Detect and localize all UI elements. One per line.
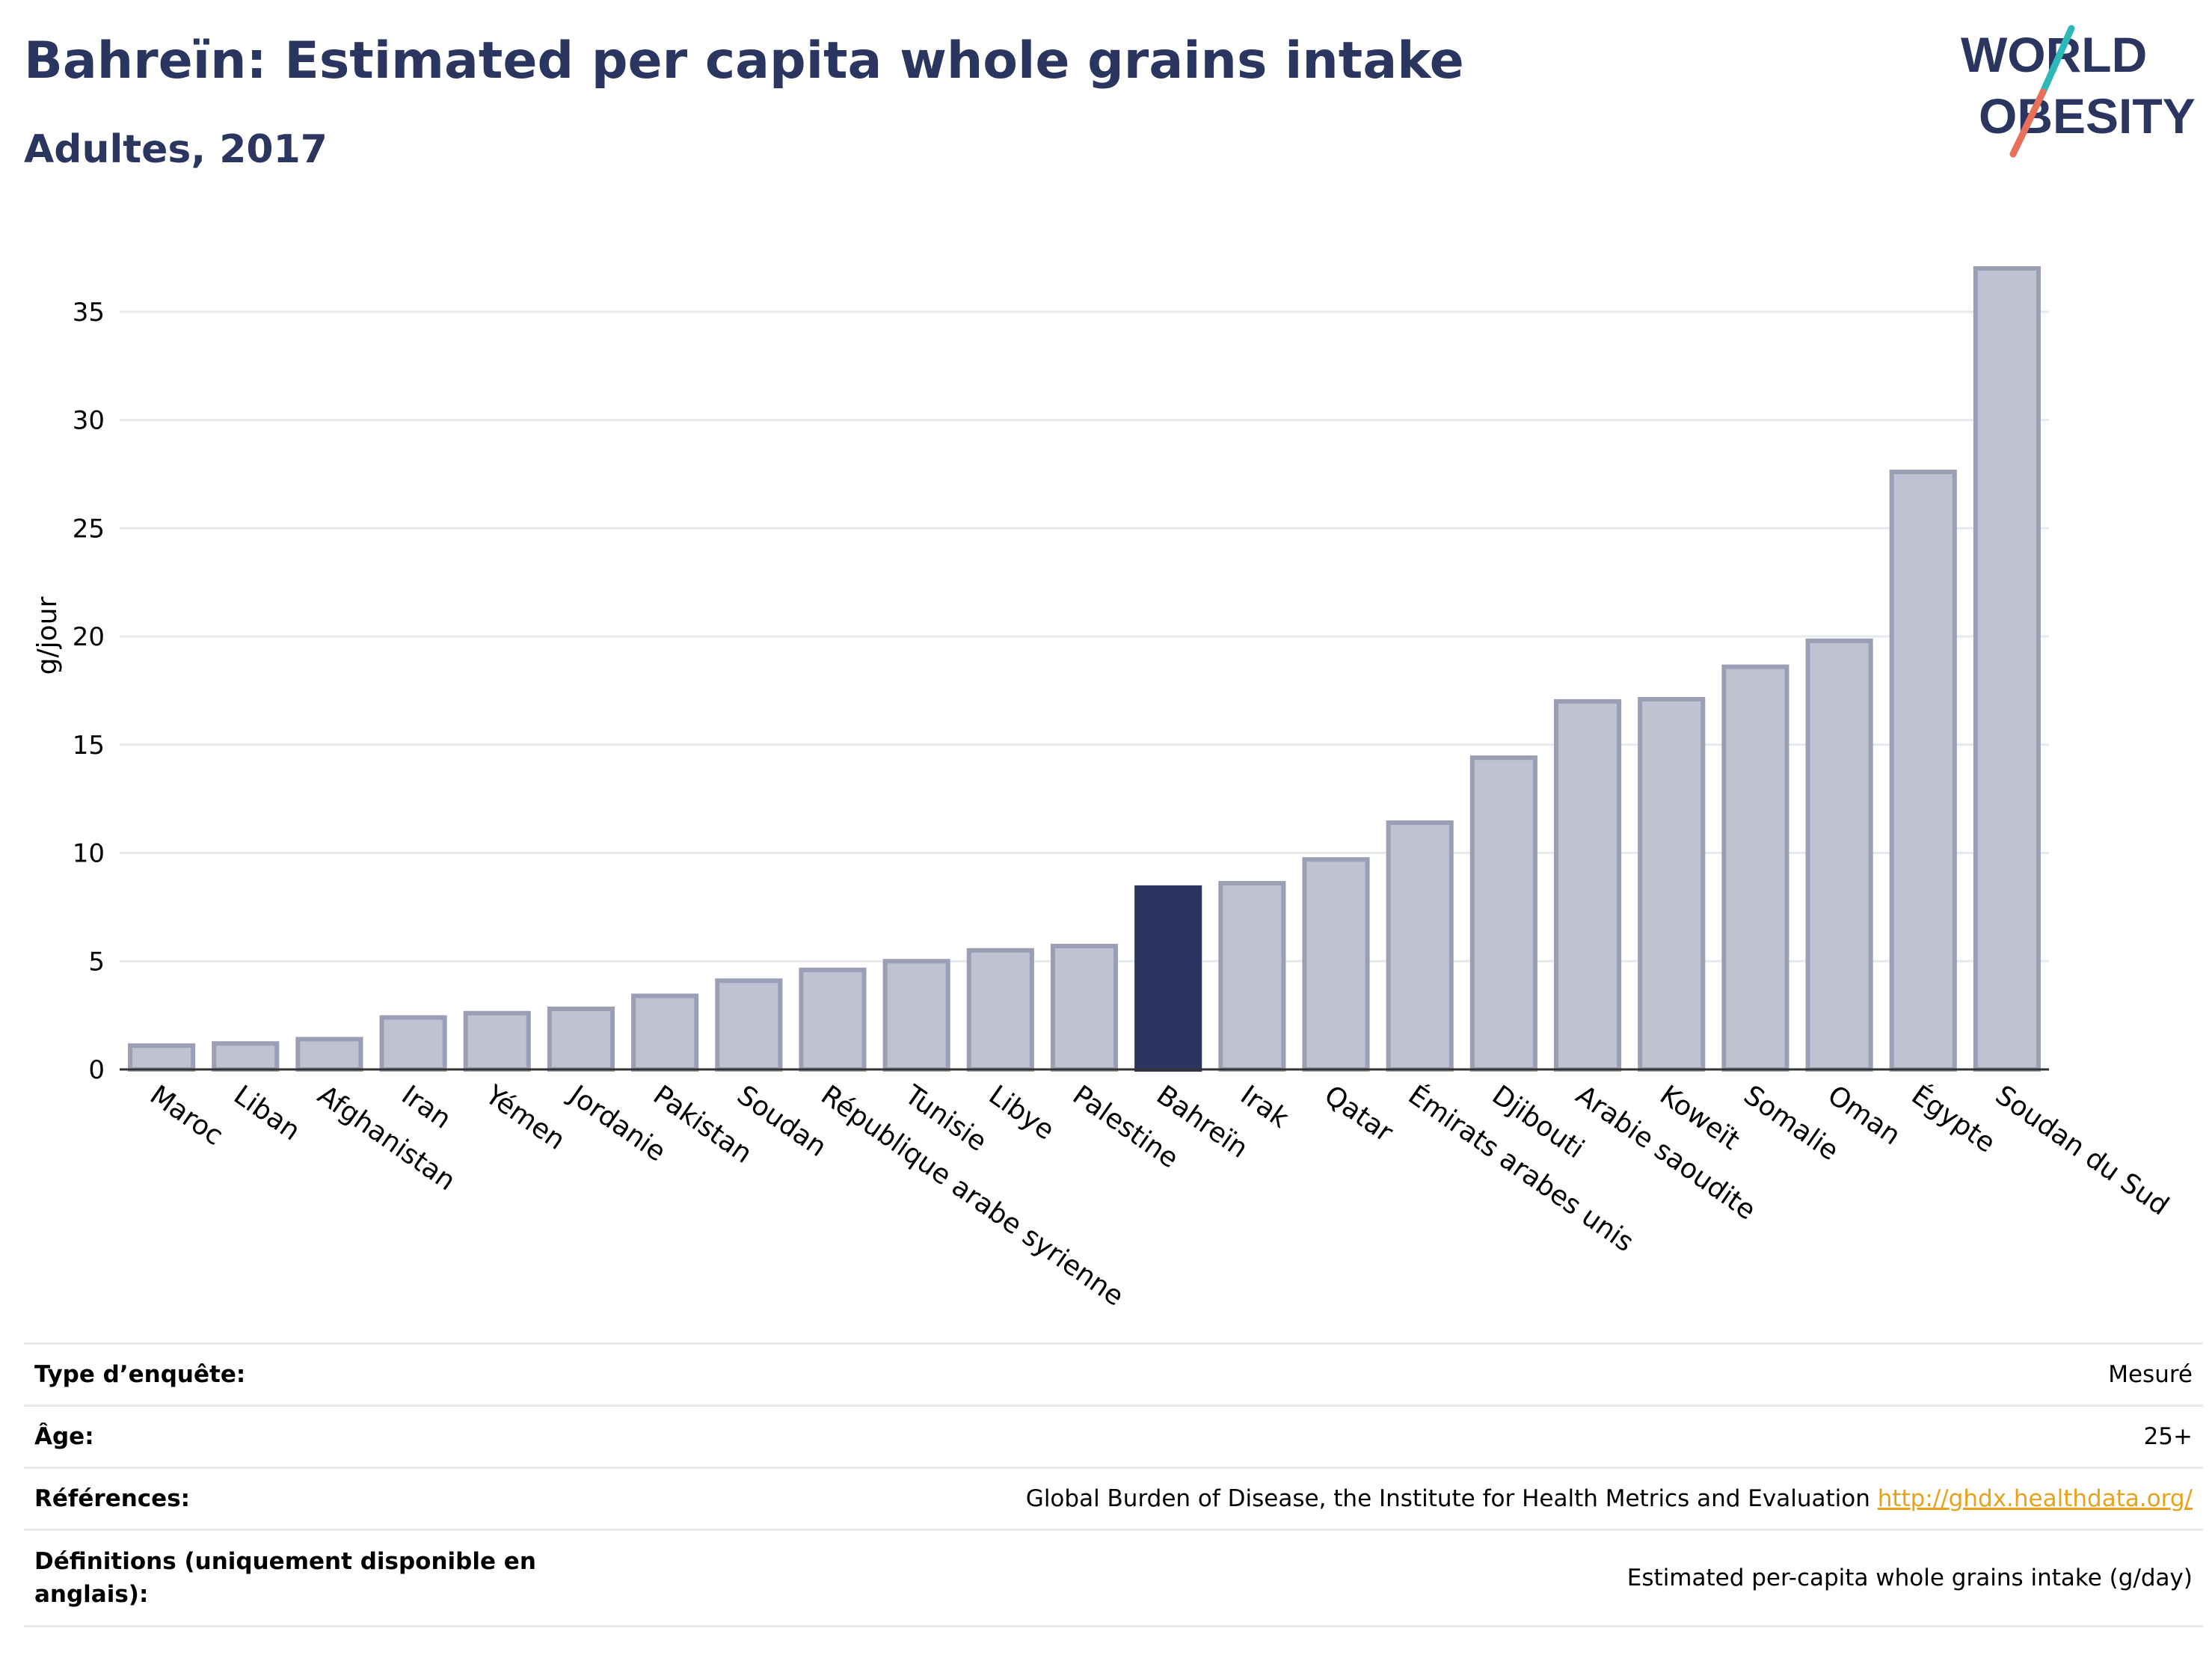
info-value: Estimated per-capita whole grains intake… xyxy=(553,1529,2203,1627)
chart-title: Bahreïn: Estimated per capita whole grai… xyxy=(24,31,1464,90)
info-row-definitions: Définitions (uniquement disponible en an… xyxy=(24,1529,2203,1627)
x-tick-label: Irak xyxy=(1235,1080,1294,1134)
bar-jordanie[interactable] xyxy=(547,1006,615,1072)
bar-afghanistan[interactable] xyxy=(295,1037,363,1072)
bar-qatar[interactable] xyxy=(1302,857,1370,1072)
bar-irak[interactable] xyxy=(1218,881,1286,1072)
y-tick-label: 15 xyxy=(73,731,105,761)
bar-somalie[interactable] xyxy=(1721,664,1789,1072)
info-value: Mesuré xyxy=(553,1342,2203,1406)
x-tick-label: Iran xyxy=(396,1080,456,1135)
bar-maroc[interactable] xyxy=(128,1043,196,1072)
info-row-survey-type: Type d’enquête: Mesuré xyxy=(24,1342,2203,1406)
y-tick-label: 25 xyxy=(73,514,105,544)
bar-liban[interactable] xyxy=(212,1041,280,1072)
info-key: Références: xyxy=(24,1467,553,1530)
bar-soudan-du-sud[interactable] xyxy=(1973,265,2041,1072)
y-tick-label: 0 xyxy=(88,1055,105,1085)
info-key: Définitions (uniquement disponible en an… xyxy=(24,1529,553,1627)
bar-kowe-t[interactable] xyxy=(1638,697,1706,1072)
bars xyxy=(128,265,2041,1072)
info-table: Type d’enquête: Mesuré Âge: 25+ Référenc… xyxy=(24,1342,2203,1627)
info-key: Type d’enquête: xyxy=(24,1342,553,1406)
bar-palestine[interactable] xyxy=(1050,944,1119,1072)
y-axis-ticks: 0 5 10 15 20 25 30 35 xyxy=(73,298,105,1085)
bar-djibouti[interactable] xyxy=(1469,755,1537,1072)
bar-soudan[interactable] xyxy=(715,978,783,1072)
logo-slash-teal xyxy=(2039,25,2075,96)
info-value: 25+ xyxy=(553,1404,2203,1468)
x-tick-label: Soudan du Sud xyxy=(1990,1080,2175,1222)
bar-bahre-n[interactable] xyxy=(1134,885,1202,1072)
info-value-references: Global Burden of Disease, the Institute … xyxy=(553,1467,2203,1530)
world-obesity-logo[interactable]: WORLD OBESITY xyxy=(1959,21,2206,163)
bar-arabie-saoudite[interactable] xyxy=(1553,698,1622,1072)
bar-libye[interactable] xyxy=(966,948,1034,1072)
y-axis-label: g/jour xyxy=(32,596,63,675)
bar-tunisie[interactable] xyxy=(882,959,950,1072)
y-tick-label: 35 xyxy=(73,298,105,328)
bar--gypte[interactable] xyxy=(1889,470,1957,1072)
x-tick-label: Libye xyxy=(983,1080,1060,1146)
info-row-age: Âge: 25+ xyxy=(24,1404,2203,1468)
x-tick-label: Yémen xyxy=(479,1079,571,1156)
y-tick-label: 5 xyxy=(88,947,105,977)
x-tick-label: Maroc xyxy=(144,1080,229,1152)
bar-r-publique-arabe-syrienne[interactable] xyxy=(799,967,867,1072)
bar-iran[interactable] xyxy=(379,1015,447,1072)
x-tick-label: Liban xyxy=(228,1080,306,1147)
x-tick-label: Égypte xyxy=(1906,1079,2001,1159)
y-tick-label: 20 xyxy=(73,622,105,652)
info-row-references: Références: Global Burden of Disease, th… xyxy=(24,1467,2203,1530)
bar-pakistan[interactable] xyxy=(631,993,699,1072)
chart-subtitle: Adultes, 2017 xyxy=(24,127,328,172)
bar--mirats-arabes-unis[interactable] xyxy=(1386,820,1454,1072)
logo-word-obesity: OBESITY xyxy=(1979,88,2196,144)
logo-slash-coral xyxy=(2009,88,2047,158)
bar-oman[interactable] xyxy=(1805,638,1873,1072)
y-tick-label: 30 xyxy=(73,406,105,436)
bar-y-men[interactable] xyxy=(463,1010,531,1072)
x-tick-label: Somalie xyxy=(1738,1080,1844,1167)
x-tick-label: Jordanie xyxy=(562,1079,671,1168)
reference-link[interactable]: http://ghdx.healthdata.org/ xyxy=(1877,1485,2193,1512)
y-tick-label: 10 xyxy=(73,839,105,869)
x-tick-label: Qatar xyxy=(1318,1080,1398,1149)
info-key: Âge: xyxy=(24,1404,553,1468)
reference-text: Global Burden of Disease, the Institute … xyxy=(1025,1485,1870,1512)
